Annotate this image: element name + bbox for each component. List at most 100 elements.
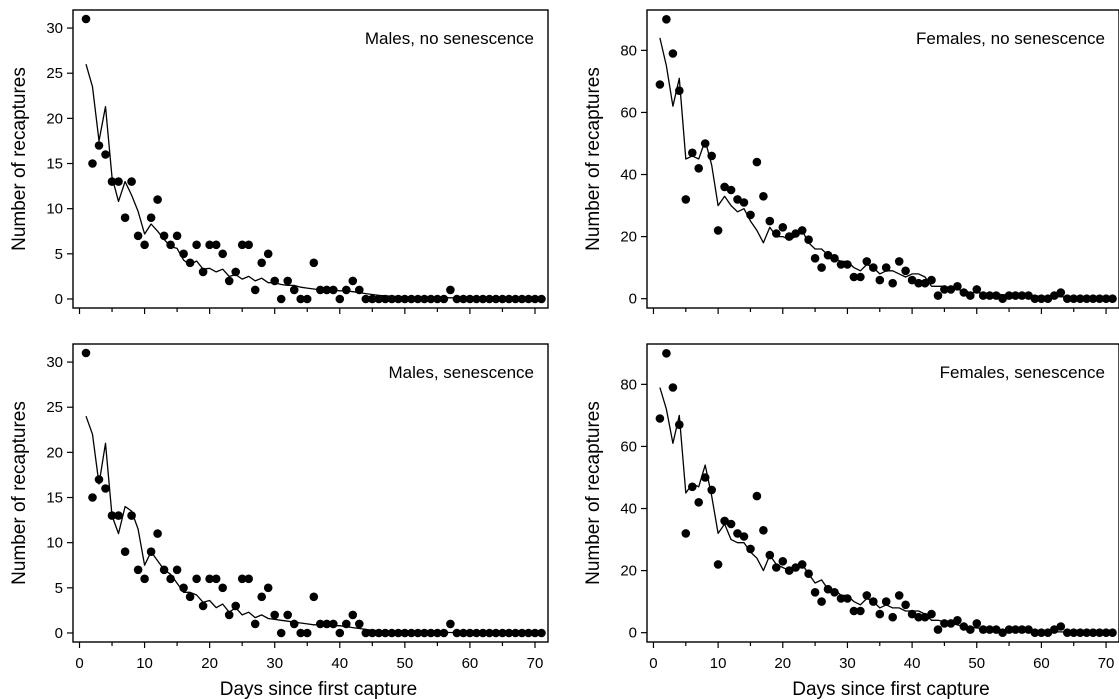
observed-point: [1004, 291, 1014, 300]
observed-point: [537, 628, 546, 638]
observed-point: [296, 628, 306, 638]
observed-point: [289, 619, 299, 629]
observed-point: [927, 609, 936, 619]
x-tick-label: 50: [397, 655, 414, 672]
observed-point: [198, 601, 208, 611]
observed-point: [927, 275, 936, 285]
observed-point: [668, 49, 678, 58]
observed-point: [498, 294, 507, 304]
observed-point: [830, 588, 839, 597]
observed-point: [270, 276, 280, 286]
observed-point: [739, 198, 749, 207]
x-tick-label: 70: [1098, 655, 1115, 672]
observed-point: [276, 294, 286, 304]
observed-point: [296, 294, 306, 304]
observed-point: [81, 348, 91, 358]
observed-point: [302, 294, 312, 304]
observed-point: [739, 532, 749, 541]
observed-point: [465, 628, 475, 638]
observed-point: [114, 511, 123, 520]
observed-point: [765, 216, 775, 226]
observed-point: [420, 294, 429, 304]
plot-area: [655, 14, 1117, 304]
observed-point: [524, 294, 533, 304]
observed-point: [778, 223, 788, 232]
observed-point: [675, 420, 684, 430]
x-tick-label: 50: [968, 655, 985, 672]
observed-point: [511, 294, 520, 304]
observed-point: [491, 628, 501, 638]
observed-point: [946, 619, 956, 628]
observed-point: [772, 229, 781, 238]
panel-2: 0 20 40 60 80 Number of recaptures Females, no…: [583, 9, 1119, 314]
y-axis-label: Number of recaptures: [9, 401, 30, 585]
observed-point: [361, 294, 371, 304]
observed-point: [244, 240, 253, 250]
observed-point: [1011, 291, 1020, 300]
observed-point: [914, 612, 923, 622]
observed-point: [446, 619, 455, 629]
observed-point: [1069, 628, 1078, 637]
observed-point: [966, 291, 975, 300]
observed-point: [1017, 625, 1027, 634]
observed-point: [316, 285, 325, 295]
observed-point: [901, 600, 910, 610]
x-tick-label: 70: [527, 655, 544, 672]
observed-point: [953, 282, 962, 291]
observed-point: [472, 628, 481, 638]
observed-point: [746, 210, 755, 220]
observed-point: [283, 610, 293, 620]
observed-point: [953, 616, 962, 625]
x-tick-label: 30: [266, 655, 283, 672]
panel-annotation: Females, no senescence: [916, 29, 1105, 48]
observed-point: [224, 276, 234, 286]
observed-point: [733, 195, 742, 204]
observed-point: [817, 597, 826, 606]
x-axis-label: Days since first capture: [792, 679, 989, 699]
observed-point: [823, 250, 833, 260]
observed-point: [459, 628, 468, 638]
observed-point: [159, 231, 169, 241]
observed-point: [472, 294, 481, 304]
observed-point: [433, 628, 442, 638]
observed-point: [843, 260, 852, 269]
x-tick-label: 0: [75, 655, 83, 672]
x-tick-label: 60: [1033, 655, 1050, 672]
observed-point: [140, 574, 149, 584]
observed-point: [804, 235, 813, 244]
observed-point: [153, 195, 162, 204]
observed-point: [869, 263, 878, 272]
observed-point: [218, 583, 227, 593]
observed-point: [374, 294, 384, 304]
observed-point: [413, 628, 423, 638]
y-tick-label: 20: [46, 444, 63, 461]
plot-frame: [646, 9, 1119, 309]
observed-point: [778, 557, 788, 566]
observed-point: [720, 516, 729, 526]
observed-point: [120, 547, 130, 556]
observed-point: [862, 591, 872, 600]
observed-point: [94, 141, 104, 150]
observed-point: [784, 232, 794, 241]
observed-point: [1075, 294, 1085, 304]
observed-point: [920, 612, 930, 622]
observed-point: [381, 628, 390, 638]
y-tick-label: 20: [620, 229, 637, 246]
observed-point: [400, 628, 410, 638]
observed-point: [810, 588, 820, 597]
observed-point: [675, 86, 684, 95]
observed-point: [1024, 291, 1033, 300]
x-tick-label: 10: [710, 655, 727, 672]
observed-point: [361, 628, 371, 638]
observed-point: [655, 80, 665, 89]
observed-point: [355, 619, 364, 629]
observed-point: [875, 609, 885, 619]
observed-point: [368, 628, 377, 638]
observed-point: [881, 597, 891, 606]
y-tick-label: 0: [55, 291, 63, 308]
observed-point: [1056, 622, 1066, 631]
observed-point: [348, 276, 358, 286]
y-tick-label: 5: [55, 246, 63, 263]
observed-point: [1069, 294, 1078, 304]
observed-point: [713, 560, 723, 569]
